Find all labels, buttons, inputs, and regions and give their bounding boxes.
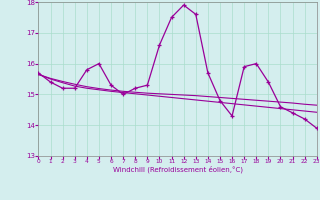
- X-axis label: Windchill (Refroidissement éolien,°C): Windchill (Refroidissement éolien,°C): [113, 166, 243, 173]
